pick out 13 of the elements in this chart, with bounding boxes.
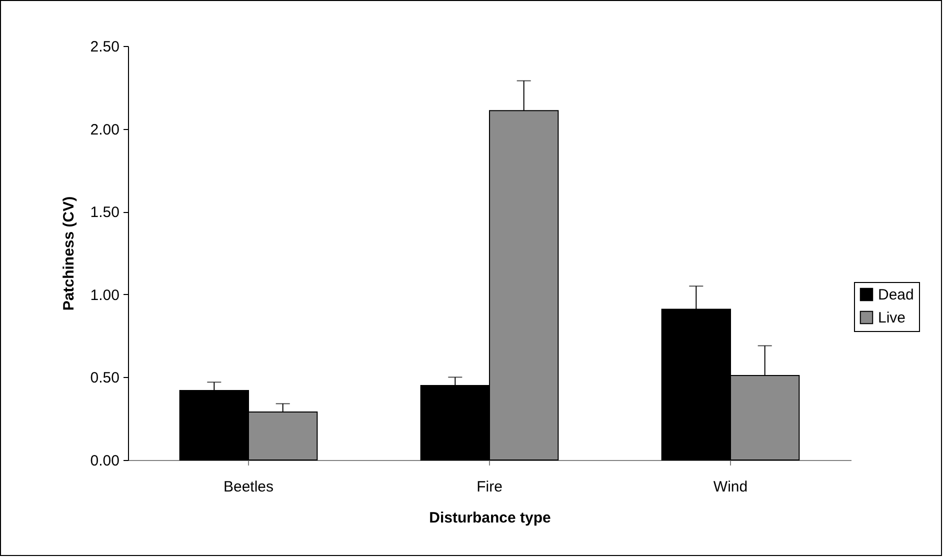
y-tick-label: 2.00 <box>90 121 120 138</box>
x-axis-title: Disturbance type <box>429 510 551 526</box>
x-tick-label: Fire <box>476 478 502 496</box>
y-tick-label: 0.00 <box>90 452 120 470</box>
legend-label: Live <box>878 310 906 326</box>
y-tick-label: 1.00 <box>90 286 120 304</box>
y-tick-label: 0.50 <box>90 370 120 387</box>
y-axis-title: Patchiness (CV) <box>60 196 78 311</box>
x-tick-label: Wind <box>713 478 748 496</box>
y-tick-label: 2.50 <box>90 38 120 56</box>
y-tick-label: 1.50 <box>90 204 120 222</box>
x-tick-label: Beetles <box>223 478 274 496</box>
legend-label: Dead <box>878 286 914 304</box>
